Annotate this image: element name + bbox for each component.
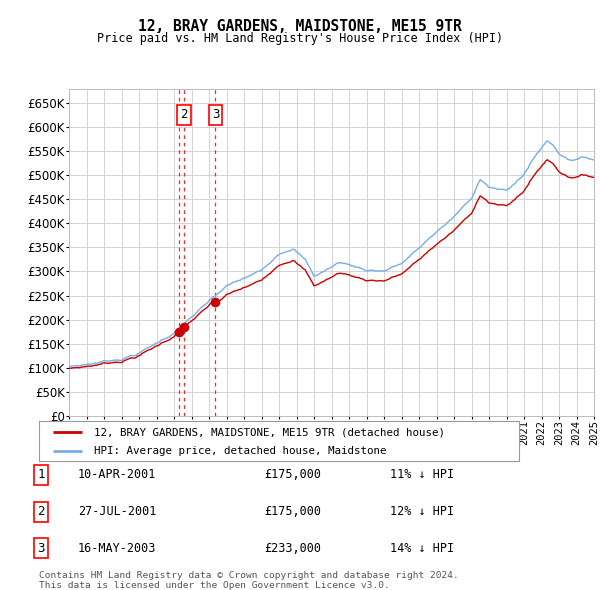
Text: 12, BRAY GARDENS, MAIDSTONE, ME15 9TR: 12, BRAY GARDENS, MAIDSTONE, ME15 9TR: [138, 19, 462, 34]
Text: 27-JUL-2001: 27-JUL-2001: [78, 505, 157, 519]
Text: 2: 2: [37, 505, 44, 519]
Text: 14% ↓ HPI: 14% ↓ HPI: [390, 542, 454, 555]
Text: 12, BRAY GARDENS, MAIDSTONE, ME15 9TR (detached house): 12, BRAY GARDENS, MAIDSTONE, ME15 9TR (d…: [94, 427, 445, 437]
Text: Contains HM Land Registry data © Crown copyright and database right 2024.: Contains HM Land Registry data © Crown c…: [39, 571, 459, 580]
Text: 2: 2: [180, 109, 188, 122]
Text: 3: 3: [37, 542, 44, 555]
Text: 12% ↓ HPI: 12% ↓ HPI: [390, 505, 454, 519]
Text: This data is licensed under the Open Government Licence v3.0.: This data is licensed under the Open Gov…: [39, 581, 390, 590]
Text: 11% ↓ HPI: 11% ↓ HPI: [390, 468, 454, 481]
Text: HPI: Average price, detached house, Maidstone: HPI: Average price, detached house, Maid…: [94, 445, 387, 455]
Text: 16-MAY-2003: 16-MAY-2003: [78, 542, 157, 555]
Text: Price paid vs. HM Land Registry's House Price Index (HPI): Price paid vs. HM Land Registry's House …: [97, 32, 503, 45]
Text: £233,000: £233,000: [264, 542, 321, 555]
Text: 1: 1: [37, 468, 44, 481]
Text: 10-APR-2001: 10-APR-2001: [78, 468, 157, 481]
Text: £175,000: £175,000: [264, 505, 321, 519]
Text: £175,000: £175,000: [264, 468, 321, 481]
Text: 3: 3: [212, 109, 219, 122]
